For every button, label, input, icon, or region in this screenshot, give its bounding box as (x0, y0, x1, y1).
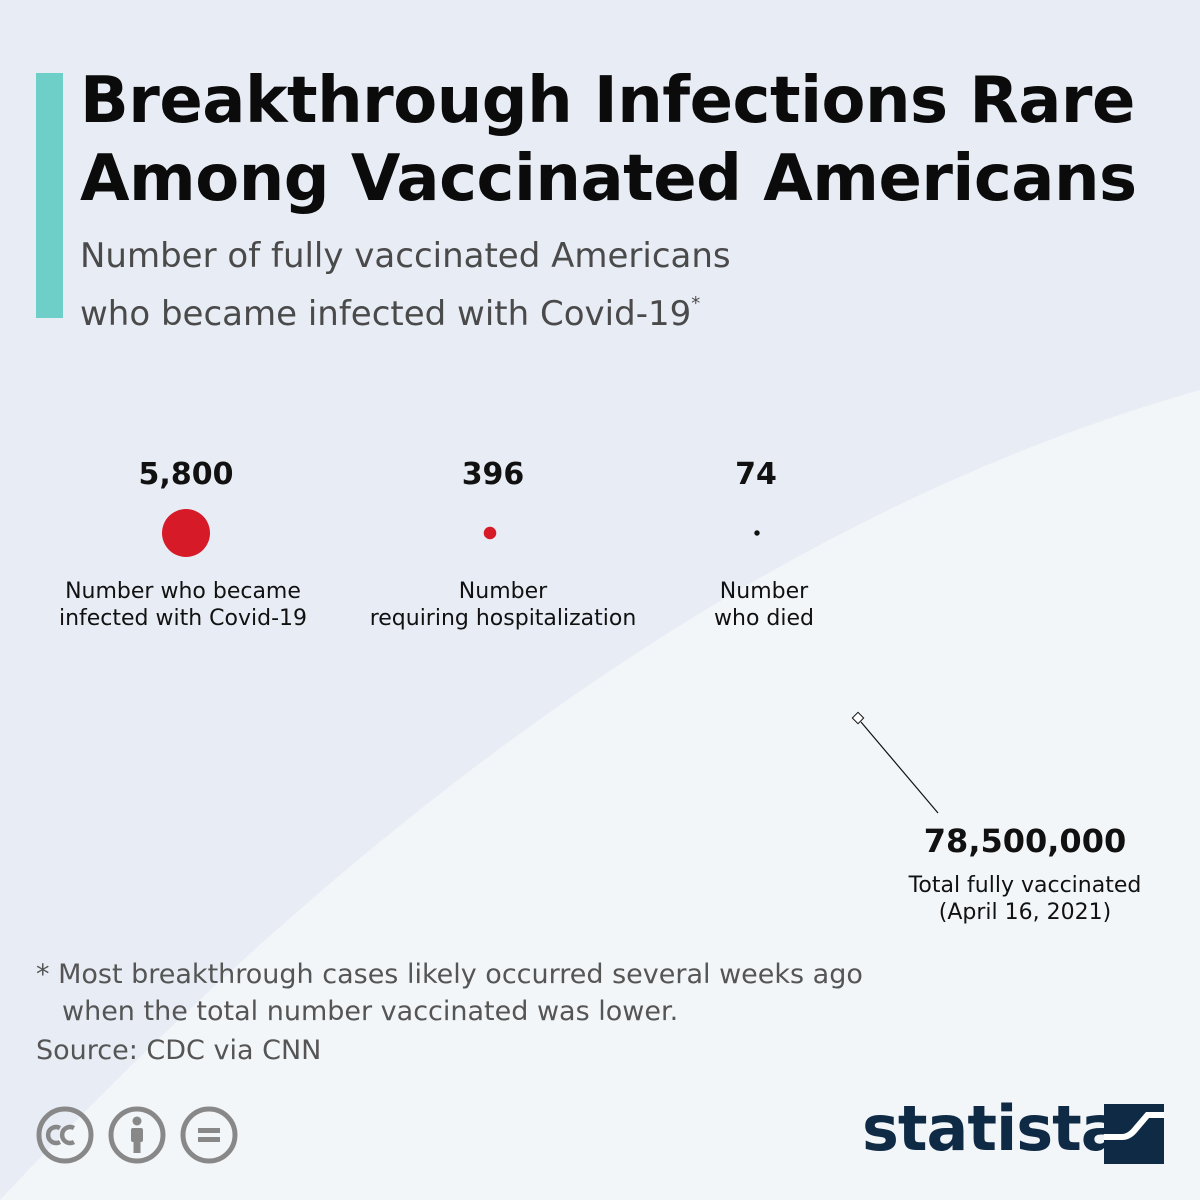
no-derivatives-icon[interactable] (180, 1106, 238, 1164)
footnote-line-2: when the total number vaccinated was low… (62, 996, 679, 1027)
accent-bar (36, 73, 63, 318)
statista-wordmark: statista (862, 1092, 1123, 1165)
source-note: Source: CDC via CNN (36, 1035, 322, 1066)
subtitle-footnote-marker: * (691, 293, 701, 314)
value-label-hospitalized: 396 (461, 457, 525, 492)
category-label-infected-line-1: Number who became (65, 579, 301, 604)
total-vaccinated-arc (0, 390, 1200, 1200)
total-label-line-2: (April 16, 2021) (938, 900, 1112, 925)
value-label-died: 74 (735, 457, 777, 492)
subtitle-line-1: Number of fully vaccinated Americans (80, 236, 731, 276)
bubble-infected (162, 509, 210, 557)
category-label-hospitalized: Number requiring hospitalization (343, 578, 663, 632)
total-value-label: 78,500,000 (923, 822, 1127, 860)
value-label-infected: 5,800 (138, 457, 234, 492)
total-leader (851, 711, 939, 814)
category-label-died-line-1: Number (719, 579, 809, 604)
total-category-label: Total fully vaccinated (April 16, 2021) (895, 872, 1155, 926)
category-label-hospitalized-line-1: Number (458, 579, 548, 604)
chart-title: Breakthrough Infections Rare Among Vacci… (80, 64, 1137, 216)
statista-logo[interactable]: statista (862, 1092, 1172, 1170)
bubble-hospitalized (483, 526, 497, 540)
total-leader-line (860, 721, 939, 814)
category-label-died-line-2: who died (714, 606, 814, 631)
bubble-died (754, 530, 760, 536)
creative-commons-icon[interactable] (36, 1106, 94, 1164)
footnote-line-1: * Most breakthrough cases likely occurre… (36, 959, 863, 990)
subtitle-line-2: who became infected with Covid-19 (80, 294, 692, 334)
statista-mark-icon (1104, 1104, 1164, 1164)
category-label-infected: Number who became infected with Covid-19 (23, 578, 343, 632)
attribution-icon[interactable] (108, 1106, 166, 1164)
chart-subtitle: Number of fully vaccinated Americans who… (80, 232, 840, 338)
total-label-line-1: Total fully vaccinated (908, 873, 1142, 898)
category-label-hospitalized-line-2: requiring hospitalization (369, 606, 637, 631)
category-label-infected-line-2: infected with Covid-19 (58, 606, 308, 631)
footnote: * Most breakthrough cases likely occurre… (36, 956, 936, 1030)
category-label-died: Number who died (604, 578, 924, 632)
total-marker (851, 711, 865, 725)
